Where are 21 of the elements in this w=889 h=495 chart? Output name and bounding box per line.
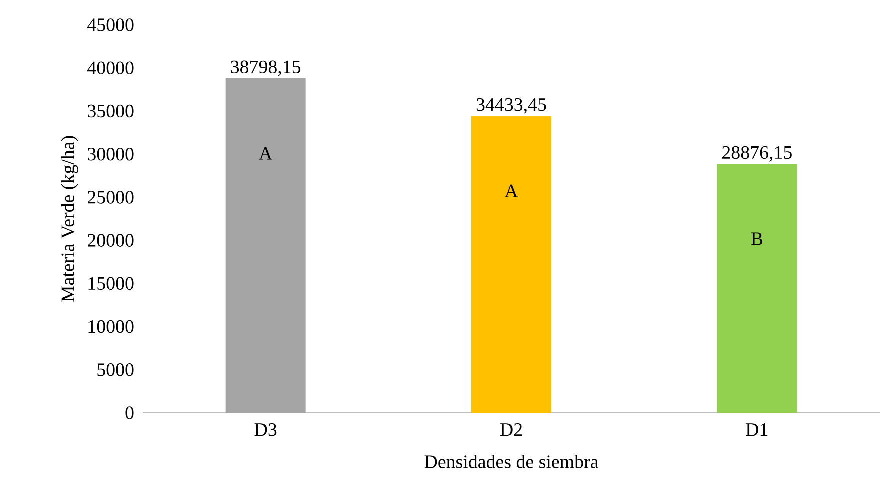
y-tick-label: 30000 bbox=[88, 148, 134, 161]
data-label: 34433,45 bbox=[476, 98, 546, 114]
y-tick-label: 0 bbox=[126, 406, 134, 420]
y-tick-label: 5000 bbox=[98, 364, 134, 376]
y-axis-title: Materia Verde (kg/ha) bbox=[61, 136, 78, 302]
annotation: B bbox=[751, 232, 763, 246]
y-tick-label: 15000 bbox=[88, 277, 134, 290]
y-tick-label: 10000 bbox=[88, 320, 134, 334]
y-tick-label: 35000 bbox=[88, 104, 134, 118]
annotation: A bbox=[259, 147, 273, 160]
x-tick-label: D2 bbox=[500, 424, 522, 436]
y-tick-label: 40000 bbox=[88, 62, 134, 74]
y-tick-label: 25000 bbox=[88, 191, 134, 204]
x-tick-label: D1 bbox=[746, 424, 768, 436]
annotation: A bbox=[504, 184, 518, 198]
data-label: 38798,15 bbox=[231, 60, 301, 76]
data-label: 28876,15 bbox=[722, 146, 792, 162]
x-tick-label: D3 bbox=[254, 424, 277, 436]
y-tick-label: 20000 bbox=[88, 234, 134, 247]
x-axis-title: Densidades de siembra bbox=[424, 455, 599, 468]
y-tick-label: 45000 bbox=[88, 18, 134, 32]
